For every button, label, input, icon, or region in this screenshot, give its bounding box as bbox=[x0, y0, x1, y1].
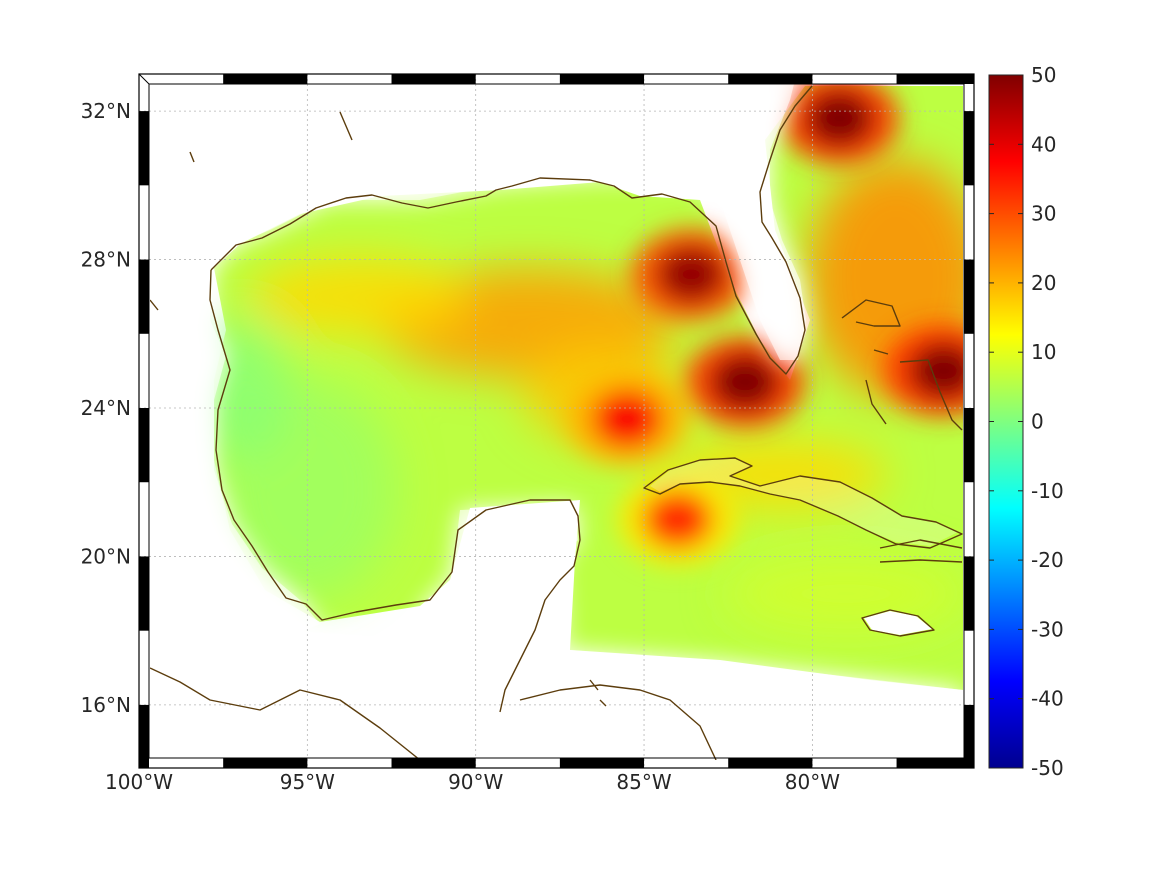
frame-band-right bbox=[964, 259, 974, 334]
hotspot-core-5 bbox=[643, 491, 712, 548]
x-tick-label: 85°W bbox=[616, 770, 671, 794]
frame-band-left bbox=[139, 259, 149, 334]
x-axis-labels: 100°W 95°W 90°W 85°W 80°W bbox=[105, 770, 840, 794]
y-tick-label: 32°N bbox=[81, 99, 131, 123]
frame-band-right bbox=[964, 704, 974, 768]
frame-band-bottom bbox=[728, 758, 813, 768]
x-tick-label: 90°W bbox=[448, 770, 503, 794]
colorbar-label: -20 bbox=[1031, 548, 1064, 572]
colorbar-label: -50 bbox=[1031, 756, 1064, 780]
y-tick-label: 28°N bbox=[81, 248, 131, 272]
coastline-misc-islands bbox=[150, 111, 607, 707]
frame-band-top bbox=[559, 74, 645, 84]
colorbar-label: -30 bbox=[1031, 617, 1064, 641]
land-sharp-3 bbox=[150, 268, 320, 640]
land-cuba bbox=[650, 458, 958, 546]
frame-band-left bbox=[139, 704, 149, 768]
field-blob-1 bbox=[247, 256, 468, 337]
coastline-bahamas bbox=[841, 299, 963, 431]
hotspot-core-1 bbox=[711, 354, 780, 411]
frame-band-bottom bbox=[896, 758, 974, 768]
plot-area bbox=[138, 73, 975, 769]
colorbar-ticks bbox=[989, 74, 1023, 769]
graticule-grid bbox=[139, 74, 974, 768]
colorbar-label: 0 bbox=[1031, 410, 1044, 434]
hotspot-core-4 bbox=[593, 391, 662, 448]
land-sharp-2 bbox=[150, 84, 740, 268]
hotspot-core-3 bbox=[909, 342, 963, 399]
frame-corner bbox=[138, 73, 150, 85]
map-frame bbox=[138, 73, 975, 769]
y-tick-label: 20°N bbox=[81, 544, 131, 568]
field-hot bbox=[567, 84, 963, 566]
frame-corner bbox=[963, 73, 975, 85]
hotspot-core-0 bbox=[657, 246, 726, 303]
y-tick-label: 16°N bbox=[81, 693, 131, 717]
colorbar-label: 30 bbox=[1031, 202, 1056, 226]
frame-band-bottom bbox=[559, 758, 645, 768]
coastlines bbox=[150, 85, 963, 760]
colorbar-label: 20 bbox=[1031, 271, 1056, 295]
x-tick-label: 95°W bbox=[280, 770, 335, 794]
frame-corner bbox=[138, 757, 150, 769]
colorbar-label: -10 bbox=[1031, 479, 1064, 503]
frame-band-top bbox=[223, 74, 308, 84]
frame-band-right bbox=[964, 556, 974, 631]
frame-band-left bbox=[139, 111, 149, 186]
x-tick-label: 100°W bbox=[105, 770, 173, 794]
frame-band-bottom bbox=[223, 758, 308, 768]
colorbar-labels: 50 40 30 20 10 0 -10 -20 -30 -40 -50 bbox=[1031, 63, 1064, 780]
coastline-gulf bbox=[210, 85, 813, 375]
colorbar-label: 50 bbox=[1031, 63, 1056, 87]
frame-band-right bbox=[964, 111, 974, 186]
frame-band-left bbox=[139, 556, 149, 631]
hotspot-core-2 bbox=[805, 90, 874, 147]
land-jamaica bbox=[864, 611, 932, 635]
coastline-mexico bbox=[209, 269, 581, 713]
coastline-hispaniola bbox=[879, 539, 963, 563]
frame-band-top bbox=[896, 74, 974, 84]
frame-band-bottom bbox=[391, 758, 476, 768]
field-blob-7 bbox=[726, 553, 963, 634]
colorbar-label: 40 bbox=[1031, 132, 1056, 156]
coastline-jamaica bbox=[861, 609, 935, 637]
frame-band-top bbox=[391, 74, 476, 84]
x-tick-label: 80°W bbox=[785, 770, 840, 794]
colorbar-label: -40 bbox=[1031, 687, 1064, 711]
y-axis-labels: 32°N 28°N 24°N 20°N 16°N bbox=[81, 99, 131, 717]
frame-band-top bbox=[728, 74, 813, 84]
colorbar-gradient bbox=[988, 74, 1024, 769]
y-tick-label: 24°N bbox=[81, 396, 131, 420]
frame-corner bbox=[963, 757, 975, 769]
coastline-cuba bbox=[643, 457, 963, 549]
frame-band-right bbox=[964, 408, 974, 483]
coastline-centralamerica bbox=[150, 667, 717, 760]
frame-band-left bbox=[139, 408, 149, 483]
data-field bbox=[150, 84, 963, 760]
colorbar: 50 40 30 20 10 0 -10 -20 -30 -40 -50 bbox=[988, 63, 1064, 780]
colorbar-label: 10 bbox=[1031, 340, 1056, 364]
